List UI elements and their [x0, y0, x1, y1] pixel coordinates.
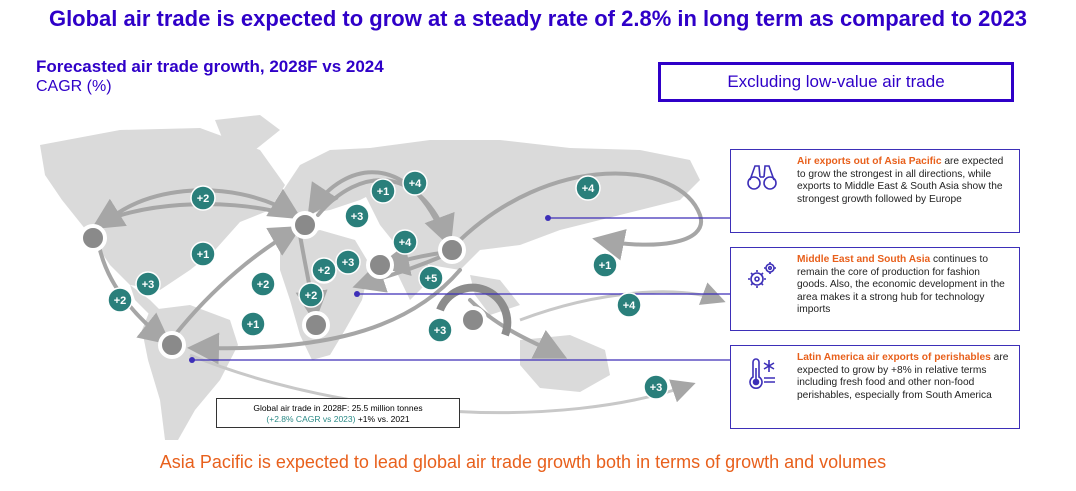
route-europe-na — [91, 198, 292, 230]
global-stat-box: Global air trade in 2028F: 25.5 million … — [216, 398, 460, 428]
info-text: are expected to grow the strongest in al… — [797, 156, 1004, 205]
growth-badge — [250, 271, 276, 297]
route-europe-africa — [295, 233, 328, 323]
gears-icon — [748, 262, 776, 288]
growth-badge — [190, 185, 216, 211]
growth-badge — [344, 203, 370, 229]
growth-badge-label: +2 — [114, 295, 127, 307]
excluding-label: Excluding low-value air trade — [727, 72, 945, 91]
connector-dot-mideast — [354, 291, 360, 297]
info-text: are expected to grow by +8% in relative … — [797, 352, 1009, 401]
growth-badge-label: +4 — [582, 183, 595, 195]
growth-badge-label: +1 — [197, 249, 210, 261]
stat-cagr: (+2.8% CAGR vs 2023) — [266, 414, 356, 424]
growth-badge — [298, 282, 324, 308]
region-hubs — [79, 211, 487, 359]
growth-badge-label: +3 — [650, 382, 663, 394]
growth-badge-label: +3 — [434, 325, 447, 337]
info-box-middle-east: Middle East and South Asia continues to … — [730, 247, 1020, 331]
growth-badge-label: +2 — [197, 193, 210, 205]
growth-badge — [392, 229, 418, 255]
connector-dot-latam — [189, 357, 195, 363]
info-text: continues to remain the core of producti… — [797, 254, 1005, 315]
hub-southeast-asia — [459, 306, 487, 334]
hub-europe — [291, 211, 319, 239]
info-highlight: Middle East and South Asia — [797, 254, 931, 265]
stat-line-1: Global air trade in 2028F: 25.5 million … — [253, 403, 423, 413]
growth-badge-label: +4 — [623, 300, 636, 312]
growth-badge-label: +2 — [305, 290, 318, 302]
growth-badges: +2+1+1+4+3+4+4+1+3+2+2+2+1+2+3+5+3+4+2+3 — [107, 170, 669, 400]
growth-badge-label: +4 — [399, 237, 412, 249]
growth-badge-label: +3 — [351, 211, 364, 223]
route-pacific-south — [519, 282, 726, 322]
growth-badge — [418, 265, 444, 291]
info-box-asia-pacific: Air exports out of Asia Pacific are expe… — [730, 149, 1020, 233]
north-america-shape — [40, 128, 285, 290]
asia-hub-ring — [436, 283, 512, 337]
binoculars-icon — [747, 165, 777, 190]
hub-latin-america — [158, 331, 186, 359]
growth-badge-label: +2 — [257, 279, 270, 291]
growth-badge — [402, 170, 428, 196]
growth-badge — [335, 249, 361, 275]
growth-badge — [643, 374, 669, 400]
growth-badge — [190, 241, 216, 267]
growth-badge — [240, 311, 266, 337]
thermometer-snow-icon — [749, 358, 775, 389]
hub-north-america — [79, 224, 107, 252]
info-box-latin-america: Latin America air exports of perishables… — [730, 345, 1020, 429]
growth-badge-label: +4 — [409, 178, 422, 190]
footer-takeaway: Asia Pacific is expected to lead global … — [159, 452, 887, 472]
page-title: Global air trade is expected to grow at … — [48, 6, 1028, 31]
info-highlight: Air exports out of Asia Pacific — [797, 156, 942, 167]
hub-asia — [438, 236, 466, 264]
route-latam-europe — [173, 226, 302, 337]
growth-badge — [616, 292, 642, 318]
chart-subtitle: Forecasted air trade growth, 2028F vs 20… — [36, 57, 384, 76]
info-highlight: Latin America air exports of perishables — [797, 352, 991, 363]
stat-vs-2021: +1% vs. 2021 — [355, 414, 410, 424]
route-asia-na-pacific — [453, 171, 704, 261]
growth-badge — [107, 287, 133, 313]
growth-badge-label: +3 — [342, 257, 355, 269]
growth-badge — [575, 175, 601, 201]
connector-dot-asia — [545, 215, 551, 221]
growth-badge — [311, 257, 337, 283]
growth-badge — [592, 252, 618, 278]
route-asia-europe-north — [307, 170, 447, 242]
growth-badge-label: +3 — [142, 279, 155, 291]
hub-middle-east — [366, 251, 394, 279]
growth-badge-label: +5 — [425, 273, 438, 285]
growth-badge-label: +1 — [377, 186, 390, 198]
growth-badge — [427, 317, 453, 343]
growth-badge-label: +1 — [247, 319, 260, 331]
growth-badge — [370, 178, 396, 204]
growth-badge — [135, 271, 161, 297]
unit-label: CAGR (%) — [36, 78, 112, 95]
excluding-label-box: Excluding low-value air trade — [658, 62, 1014, 102]
growth-badge-label: +2 — [318, 265, 331, 277]
growth-badge-label: +1 — [599, 260, 612, 272]
connector-lines — [192, 217, 730, 361]
hub-africa — [302, 311, 330, 339]
asia-shape — [365, 140, 700, 270]
greenland-shape — [215, 115, 280, 150]
